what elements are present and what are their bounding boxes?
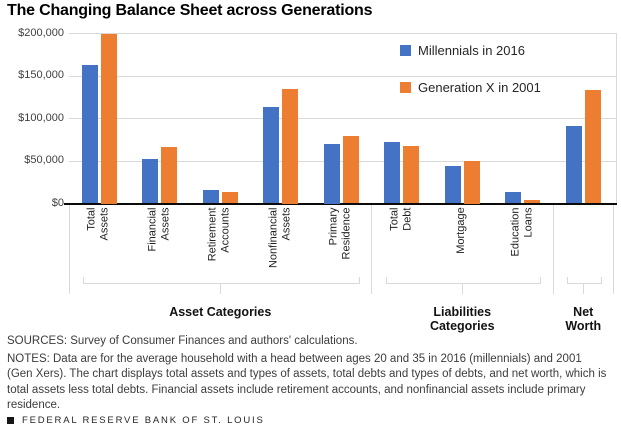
group-label-liabilities-categories: Liabilities Categories <box>429 305 495 333</box>
gridline <box>69 75 617 77</box>
bar-generation-x-in-2001-education-loans <box>524 200 541 204</box>
bar-millennials-in-2016-total-assets <box>81 64 98 204</box>
bar-millennials-in-2016-retirement-accounts <box>202 189 219 204</box>
group-separator-line <box>613 205 614 294</box>
bar-generation-x-in-2001-total-assets <box>100 33 117 204</box>
bar-millennials-in-2016-financial-assets <box>142 159 159 204</box>
bar-generation-x-in-2001-retirement-accounts <box>221 191 238 204</box>
bar-generation-x-in-2001-nonfinancial-assets <box>282 88 299 204</box>
y-axis-tick-label: $200,000 <box>18 26 64 39</box>
brand-name: FEDERAL RESERVE BANK OF ST. LOUIS <box>22 415 265 426</box>
y-axis-tick-label: $50,000 <box>24 154 64 166</box>
y-axis-tick-label: $150,000 <box>18 69 64 81</box>
legend-item-genx: Generation X in 2001 <box>400 79 541 95</box>
legend-label-genx: Generation X in 2001 <box>418 79 541 95</box>
bar-millennials-in-2016-total-debt <box>384 142 401 204</box>
bar-generation-x-in-2001-net-worth <box>584 90 601 204</box>
group-bracket-tick-liabilities-categories <box>461 283 463 294</box>
plot-right-border <box>615 33 617 204</box>
group-bracket-asset-categories <box>83 277 360 284</box>
y-axis-tick-label: $0 <box>51 196 64 209</box>
legend-swatch-millennials <box>400 44 411 56</box>
bar-millennials-in-2016-primary-residence <box>323 144 340 204</box>
legend-label-millennials: Millennials in 2016 <box>418 42 525 58</box>
legend-swatch-genx <box>400 81 411 93</box>
sources-note: SOURCES: Survey of Consumer Finances and… <box>7 335 358 347</box>
chart-title: The Changing Balance Sheet across Genera… <box>7 2 373 19</box>
group-separator-line <box>68 205 70 294</box>
brand-footer: FEDERAL RESERVE BANK OF ST. LOUIS <box>7 415 265 426</box>
y-axis-tick-label: $100,000 <box>18 111 64 124</box>
group-bracket-net-worth <box>567 277 602 284</box>
legend-item-millennials: Millennials in 2016 <box>400 42 541 58</box>
x-axis-line <box>64 202 617 205</box>
bar-generation-x-in-2001-financial-assets <box>161 146 178 204</box>
bar-generation-x-in-2001-primary-residence <box>342 136 359 204</box>
bar-millennials-in-2016-net-worth <box>565 126 582 204</box>
group-separator-line <box>371 205 372 294</box>
notes-paragraph: NOTES: Data are for the average househol… <box>7 353 607 411</box>
group-bracket-tick-net-worth <box>582 283 584 294</box>
brand-square-icon <box>7 417 14 424</box>
gridline <box>69 33 617 34</box>
group-separator-line <box>552 205 554 294</box>
group-label-net-worth: Net Worth <box>565 305 602 333</box>
bar-millennials-in-2016-education-loans <box>505 191 522 204</box>
bar-millennials-in-2016-mortgage <box>444 166 461 204</box>
bar-generation-x-in-2001-mortgage <box>463 161 480 204</box>
bar-generation-x-in-2001-total-debt <box>403 145 420 204</box>
group-label-asset-categories: Asset Categories <box>169 305 272 319</box>
gridline <box>69 118 617 119</box>
legend: Millennials in 2016 Generation X in 2001 <box>400 42 541 116</box>
group-bracket-tick-asset-categories <box>219 283 221 294</box>
bar-millennials-in-2016-nonfinancial-assets <box>263 106 280 204</box>
group-bracket-liabilities-categories <box>385 277 541 284</box>
